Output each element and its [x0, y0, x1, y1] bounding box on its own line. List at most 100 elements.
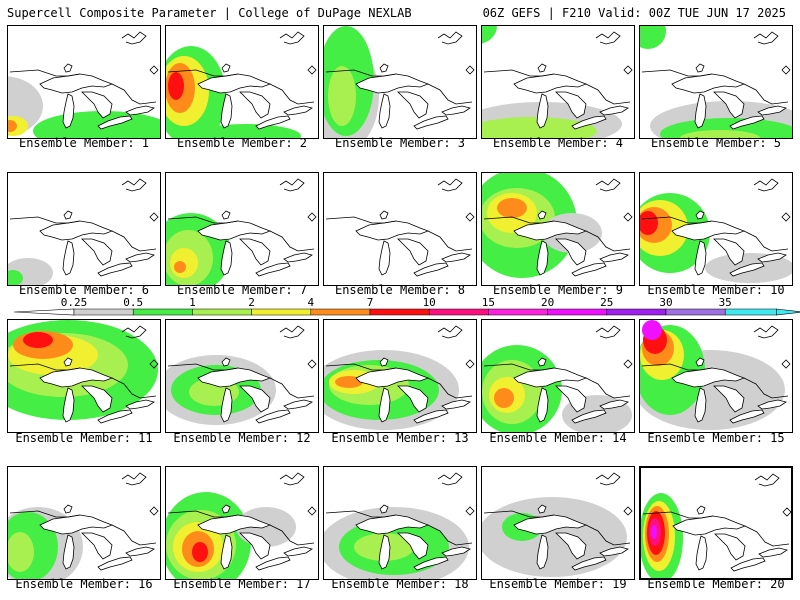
scp-contour-fill [168, 72, 184, 100]
great-lake-outline [536, 534, 549, 570]
legend-tick-label: 25 [600, 296, 614, 309]
great-lake-outline [283, 105, 313, 116]
scp-contour-fill [23, 332, 53, 348]
boundary-line [754, 473, 791, 517]
great-lake-outline [62, 387, 75, 423]
great-lake-outline [397, 532, 429, 560]
great-lake-outline [239, 91, 271, 119]
ensemble-member-map [165, 319, 319, 433]
legend-color-swatch [310, 308, 371, 316]
legend-tick-label: 7 [366, 296, 374, 309]
boundary-line [753, 178, 791, 222]
scp-field-map [166, 178, 317, 285]
scp-contour-fill [328, 66, 356, 126]
scp-field-map [482, 472, 633, 577]
scp-field-map [482, 26, 633, 138]
great-lake-outline [39, 220, 114, 241]
great-lake-outline [536, 240, 549, 276]
legend-tick-label: 0.5 [123, 296, 144, 309]
great-lake-outline [62, 240, 75, 276]
great-lake-outline [239, 238, 271, 266]
great-lake-outline [397, 238, 429, 266]
boundary-line [9, 363, 157, 399]
great-lake-outline [672, 515, 747, 536]
ensemble-member-label: Ensemble Member: 8 [334, 283, 466, 297]
great-lake-outline [81, 532, 113, 560]
legend-tick-label: 10 [422, 296, 436, 309]
great-lake-outline [81, 91, 113, 119]
great-lake-outline [125, 546, 155, 557]
great-lake-outline [671, 73, 746, 94]
scp-field-map [166, 31, 317, 138]
ensemble-member-map [323, 25, 477, 139]
scp-field-map [641, 473, 791, 578]
great-lake-outline [441, 546, 471, 557]
scp-field-map [166, 325, 317, 425]
legend-color-swatch [724, 308, 777, 316]
boundary-line [121, 31, 159, 75]
scp-contour-fill [651, 525, 657, 539]
great-lake-outline [696, 505, 706, 515]
boundary-line [483, 216, 631, 252]
legend-color-swatch [606, 308, 667, 316]
scp-contour-fill [174, 261, 186, 273]
ensemble-member-map [639, 25, 793, 139]
scp-field-map [8, 178, 159, 285]
great-lake-outline [413, 409, 449, 424]
great-lake-outline [220, 240, 233, 276]
scp-field-map [640, 320, 791, 430]
great-lake-outline [536, 93, 549, 129]
ensemble-member-label: Ensemble Member: 20 [647, 577, 785, 591]
scp-field-map [324, 26, 475, 138]
scp-contour-fill [335, 376, 363, 388]
boundary-line [483, 69, 631, 105]
boundary-line [595, 472, 633, 516]
great-lake-outline [255, 409, 291, 424]
great-lake-outline [713, 91, 745, 119]
legend-color-swatch [192, 308, 252, 316]
great-lake-outline [81, 385, 113, 413]
boundary-line [167, 69, 315, 105]
legend-over-arrow [776, 308, 800, 316]
great-lake-outline [378, 387, 391, 423]
great-lake-outline [694, 387, 707, 423]
ensemble-member-map [481, 319, 635, 433]
boundary-line [641, 216, 789, 252]
boundary-line [279, 31, 317, 75]
great-lake-outline [239, 385, 271, 413]
ensemble-member-label: Ensemble Member: 2 [176, 136, 308, 150]
great-lake-outline [695, 63, 705, 73]
scp-contour-fill [497, 198, 527, 218]
great-lake-outline [571, 115, 607, 130]
great-lake-outline [220, 534, 233, 570]
scp-contour-fill [8, 532, 34, 572]
great-lake-outline [379, 210, 389, 220]
boundary-line [595, 178, 633, 222]
ensemble-member-label: Ensemble Member: 16 [15, 577, 153, 591]
boundary-line [595, 31, 633, 75]
great-lake-outline [378, 534, 391, 570]
great-lake-outline [757, 105, 787, 116]
ensemble-member-map [323, 319, 477, 433]
great-lake-outline [379, 504, 389, 514]
legend-under-arrow [13, 308, 75, 316]
great-lake-outline [397, 385, 429, 413]
boundary-line [325, 69, 473, 105]
legend-color-swatch [73, 308, 134, 316]
scp-contour-fill [494, 388, 514, 408]
great-lake-outline [599, 546, 629, 557]
scp-contour-fill [8, 120, 17, 132]
great-lake-outline [758, 547, 788, 558]
ensemble-member-label: Ensemble Member: 3 [334, 136, 466, 150]
boundary-line [641, 69, 789, 105]
great-lake-outline [555, 385, 587, 413]
great-lake-outline [571, 262, 607, 277]
ensemble-member-label: Ensemble Member: 14 [489, 431, 627, 445]
ensemble-member-label: Ensemble Member: 13 [331, 431, 469, 445]
ensemble-member-map [7, 466, 161, 580]
legend-color-swatch [488, 308, 548, 316]
great-lake-outline [355, 220, 430, 241]
ensemble-member-map [481, 25, 635, 139]
scp-field-map [8, 31, 160, 138]
great-lake-outline [220, 387, 233, 423]
